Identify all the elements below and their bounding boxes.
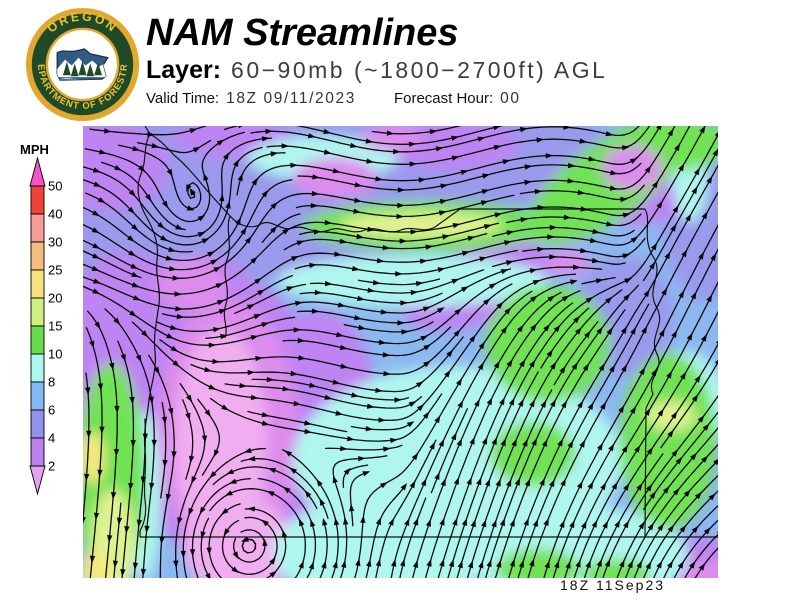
streamline-map	[83, 126, 718, 578]
forecast-hour-value: 00	[500, 90, 521, 107]
legend-tick-label: 4	[48, 431, 55, 446]
layer-label: Layer:	[146, 56, 222, 84]
legend-tick-label: 20	[48, 291, 62, 306]
layer-value: 60−90mb (~1800−2700ft) AGL	[231, 57, 608, 83]
legend-segment	[30, 409, 45, 439]
legend-segment	[30, 269, 45, 299]
legend-tick-label: 50	[48, 179, 62, 194]
legend-tick-label: 25	[48, 263, 62, 278]
columbia-river-north-border	[149, 133, 645, 233]
legend-segment	[30, 437, 45, 467]
legend-segment	[30, 381, 45, 411]
legend-segment	[30, 213, 45, 243]
streamline-arrowheads	[83, 126, 718, 578]
legend-bottom-arrow	[29, 465, 46, 496]
valid-time-value: 18Z 09/11/2023	[226, 90, 356, 107]
valid-time-label: Valid Time:	[146, 90, 220, 107]
legend-segment	[30, 353, 45, 383]
layer-line: Layer: 60−90mb (~1800−2700ft) AGL	[146, 56, 786, 85]
legend-segment	[30, 297, 45, 327]
page-title: NAM Streamlines	[146, 12, 459, 54]
legend-title: MPH	[20, 142, 49, 157]
legend-segment	[30, 185, 45, 215]
header: NAM Streamlines Layer: 60−90mb (~1800−27…	[146, 14, 786, 108]
time-line: Valid Time: 18Z 09/11/2023 Forecast Hour…	[146, 90, 786, 108]
legend-tick-label: 2	[48, 459, 55, 474]
logo-state-emblem	[56, 48, 109, 81]
pacific-coastline	[137, 126, 160, 537]
legend-tick-label: 40	[48, 207, 62, 222]
odf-logo: OREGON DEPARTMENT OF FORESTRY	[25, 7, 140, 122]
legend-tick-label: 15	[48, 319, 62, 334]
map-timestamp: 18Z 11Sep23	[560, 577, 666, 593]
legend-segment	[30, 241, 45, 271]
willamette-river	[223, 215, 231, 339]
legend-tick-label: 8	[48, 375, 55, 390]
legend-top-arrow	[29, 156, 46, 187]
legend-tick-label: 30	[48, 235, 62, 250]
snake-river-east-border	[644, 208, 661, 538]
wind-speed-legend: MPH 50 40 30 25 20 15 10 8 6 4 2	[20, 142, 62, 496]
legend-segment	[30, 325, 45, 355]
legend-tick-label: 10	[48, 347, 62, 362]
forecast-hour-label: Forecast Hour:	[393, 90, 494, 107]
logo-trees	[63, 60, 102, 77]
streamline-map-canvas	[83, 126, 718, 578]
legend-tick-label: 6	[48, 403, 55, 418]
